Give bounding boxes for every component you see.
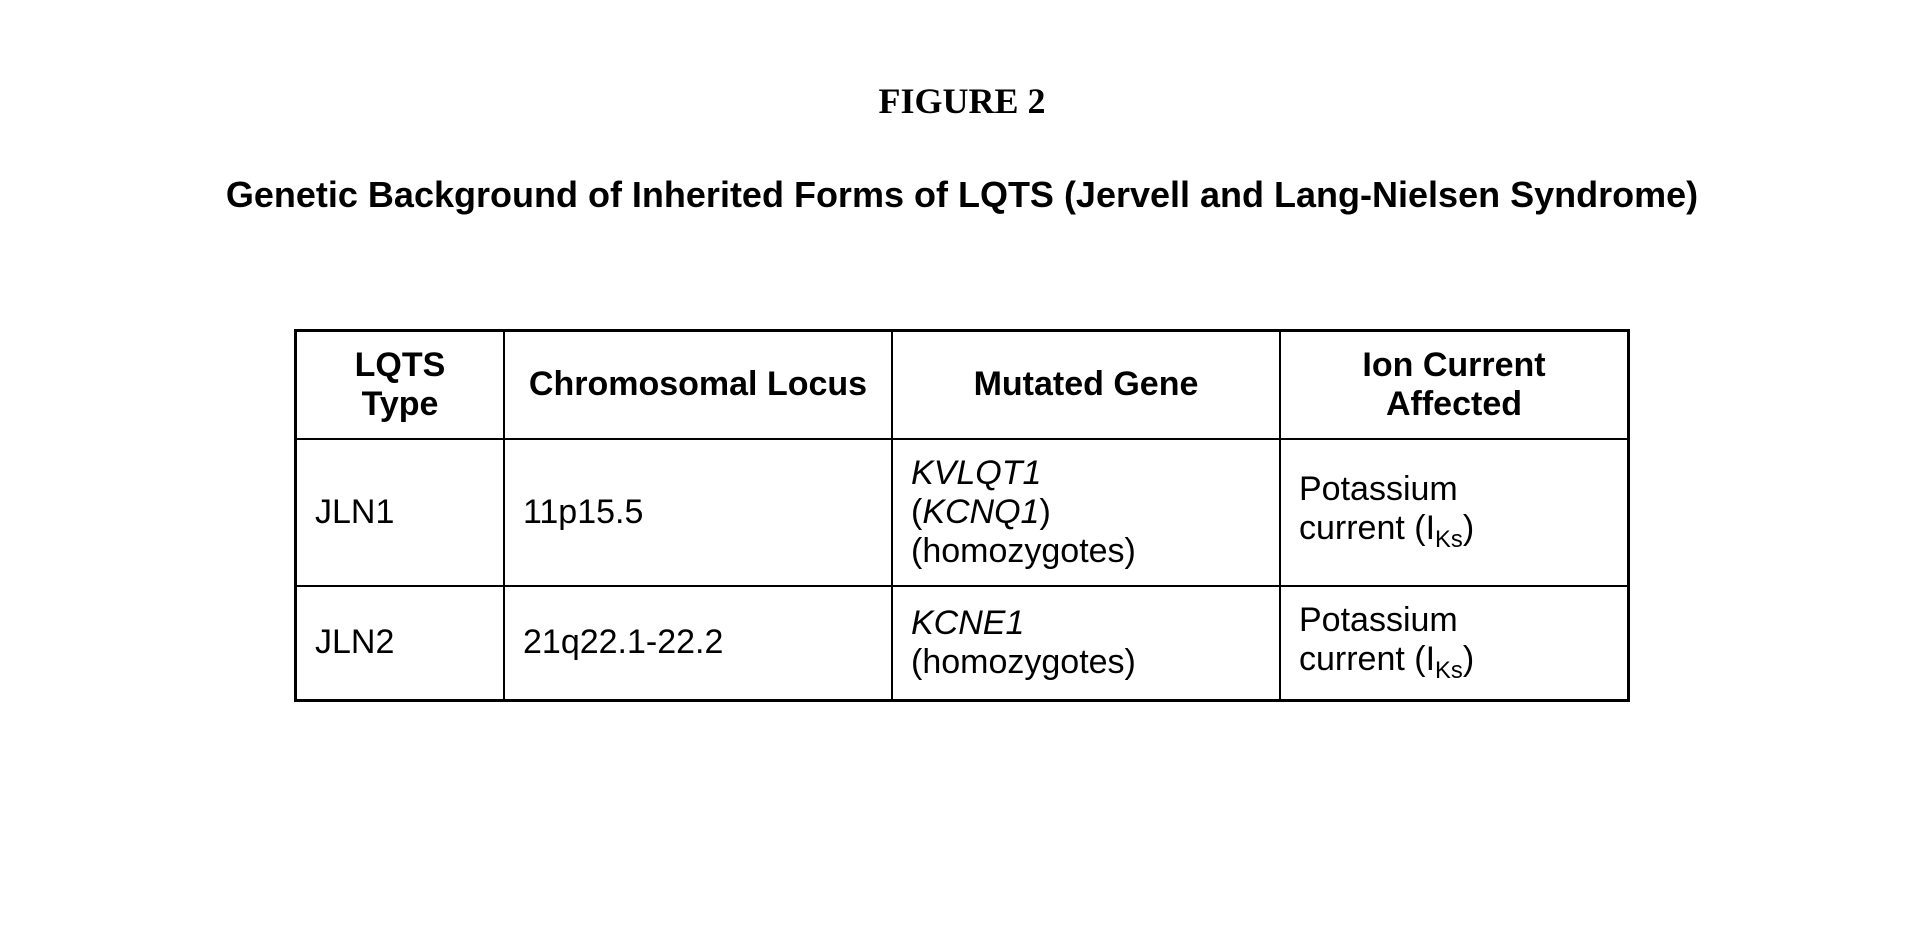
ion-prefix: current (I (1299, 640, 1435, 678)
ion-line1: Potassium (1299, 470, 1458, 508)
ion-subscript: Ks (1435, 657, 1463, 684)
gene-paren-close: ) (1039, 493, 1050, 531)
gene-alt-name-italic: KCNQ1 (922, 493, 1039, 531)
ion-suffix: ) (1463, 640, 1474, 678)
ion-suffix: ) (1463, 509, 1474, 547)
ion-line1: Potassium (1299, 601, 1458, 639)
table-row: JLN2 21q22.1-22.2 KCNE1 (homozygotes) Po… (296, 586, 1629, 700)
cell-ion-current: Potassium current (IKs) (1280, 439, 1629, 586)
cell-lqts-type: JLN1 (296, 439, 505, 586)
header-lqts-type: LQTS Type (296, 330, 505, 439)
cell-lqts-type: JLN2 (296, 586, 505, 700)
table-header-row: LQTS Type Chromosomal Locus Mutated Gene… (296, 330, 1629, 439)
figure-label: FIGURE 2 (878, 80, 1045, 122)
header-ion-current: Ion Current Affected (1280, 330, 1629, 439)
header-mutated-gene: Mutated Gene (892, 330, 1280, 439)
gene-name-italic: KVLQT1 (911, 454, 1041, 492)
table-row: JLN1 11p15.5 KVLQT1 (KCNQ1) (homozygotes… (296, 439, 1629, 586)
ion-subscript: Ks (1435, 526, 1463, 553)
ion-line2: current (IKs) (1299, 640, 1474, 678)
cell-ion-current: Potassium current (IKs) (1280, 586, 1629, 700)
gene-zygosity: (homozygotes) (911, 532, 1136, 570)
gene-name-italic: KCNE1 (911, 604, 1024, 642)
cell-gene: KCNE1 (homozygotes) (892, 586, 1280, 700)
header-chromosomal-locus: Chromosomal Locus (504, 330, 892, 439)
ion-line2: current (IKs) (1299, 509, 1474, 547)
lqts-table: LQTS Type Chromosomal Locus Mutated Gene… (294, 329, 1630, 702)
gene-zygosity: (homozygotes) (911, 643, 1136, 681)
cell-locus: 11p15.5 (504, 439, 892, 586)
ion-prefix: current (I (1299, 509, 1435, 547)
gene-paren-open: ( (911, 493, 922, 531)
cell-locus: 21q22.1-22.2 (504, 586, 892, 700)
figure-title: Genetic Background of Inherited Forms of… (226, 172, 1698, 219)
cell-gene: KVLQT1 (KCNQ1) (homozygotes) (892, 439, 1280, 586)
